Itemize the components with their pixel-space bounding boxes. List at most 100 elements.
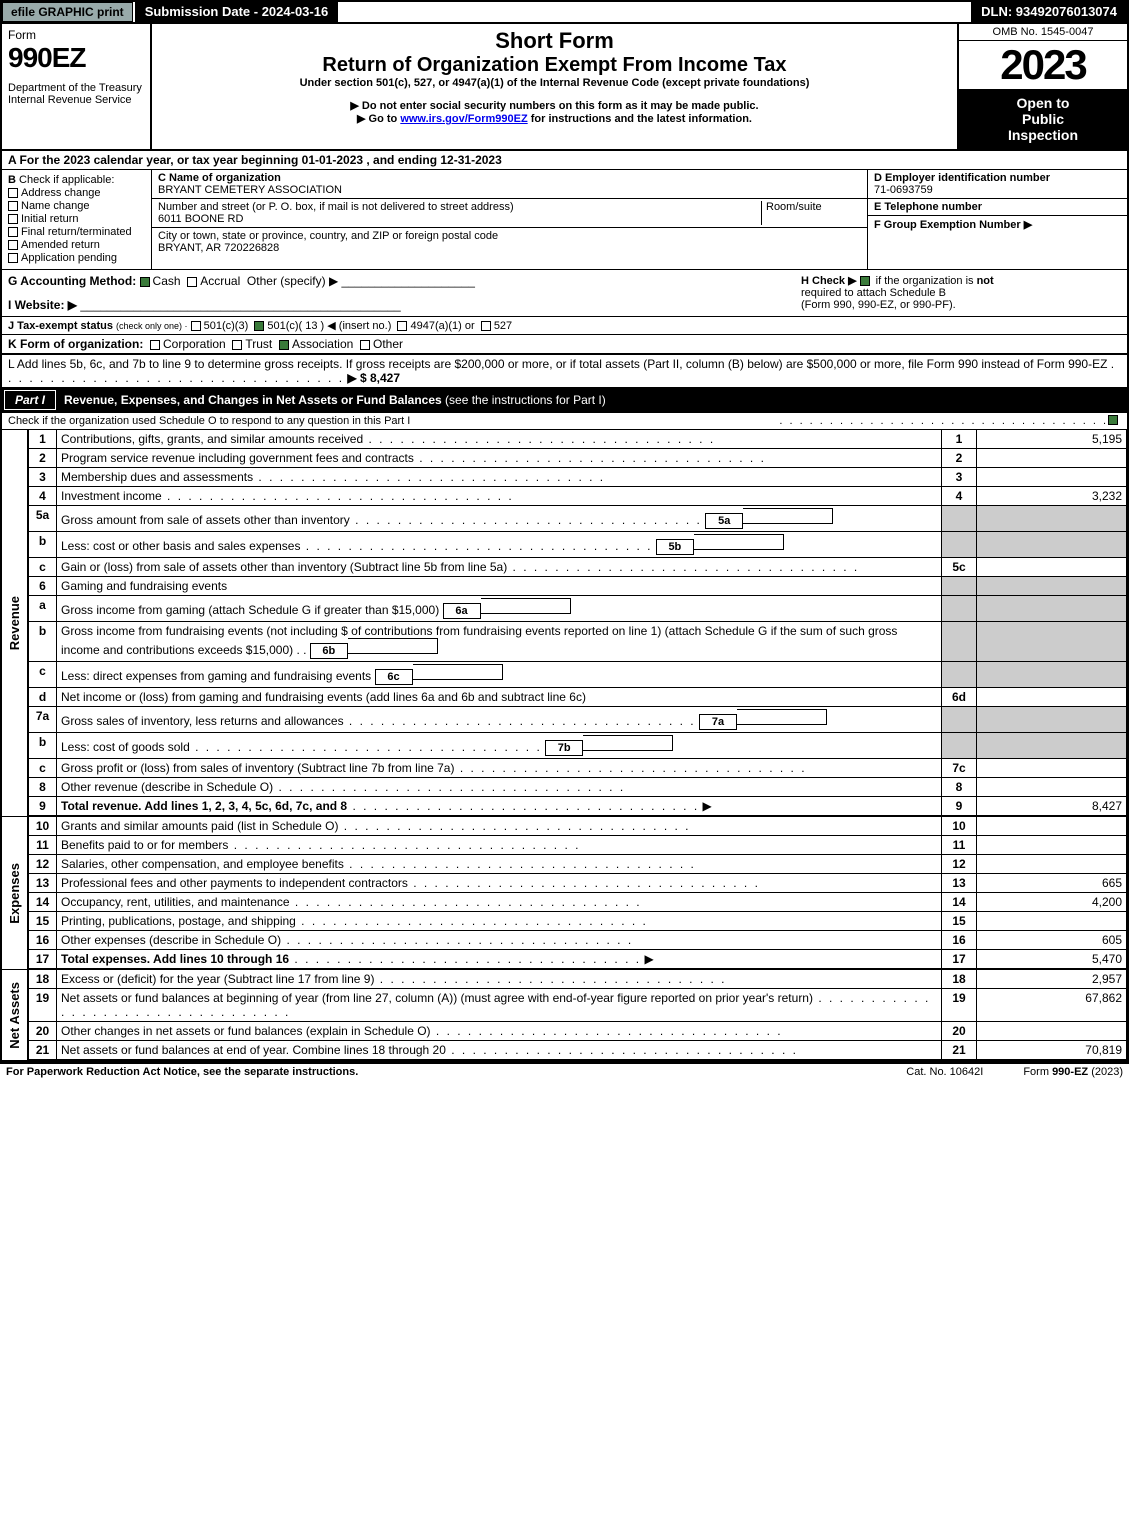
footer-form-num: 990-EZ [1052,1066,1088,1078]
chk-schedule-o[interactable] [1108,415,1118,425]
ln21-desc: Net assets or fund balances at end of ye… [61,1043,446,1057]
ln13-num: 13 [29,874,57,893]
ln11-desc: Benefits paid to or for members [61,838,228,852]
ln6d-amt [977,688,1127,707]
part1-sub: Check if the organization used Schedule … [2,413,1127,429]
ln5a-num: 5a [29,506,57,532]
revenue-table: 1Contributions, gifts, grants, and simil… [28,429,1127,816]
ln11-amt [977,836,1127,855]
ln1-amt: 5,195 [977,430,1127,449]
chk-cash[interactable] [140,277,150,287]
ln7a-innerval [737,709,827,725]
chk-association[interactable] [279,340,289,350]
ein-value: 71-0693759 [874,184,1121,196]
efile-print-btn[interactable]: efile GRAPHIC print [2,2,133,22]
ln5b-inner: 5b [656,539,694,555]
b-check: Check if applicable: [19,174,114,186]
submission-date: Submission Date - 2024-03-16 [135,2,339,22]
omb-number: OMB No. 1545-0047 [959,24,1127,41]
e-label: E Telephone number [874,201,1121,213]
ln2-desc: Program service revenue including govern… [61,451,414,465]
irs-link[interactable]: www.irs.gov/Form990EZ [400,113,527,125]
ln3-s: 3 [942,468,977,487]
room-suite-label: Room/suite [761,201,861,225]
ln15-amt [977,912,1127,931]
ln6c-desc: Less: direct expenses from gaming and fu… [61,669,371,683]
ln8-desc: Other revenue (describe in Schedule O) [61,780,273,794]
ln7c-desc: Gross profit or (loss) from sales of inv… [61,761,454,775]
ln7c-amt [977,759,1127,778]
ln5c-amt [977,558,1127,577]
d-label: D Employer identification number [874,172,1121,184]
h-txt1: H Check ▶ [801,275,857,287]
org-name: BRYANT CEMETERY ASSOCIATION [158,184,861,196]
ln7b-desc: Less: cost of goods sold [61,740,190,754]
chk-4947[interactable] [397,321,407,331]
chk-address-change[interactable] [8,188,18,198]
k-pre: K Form of organization: [8,337,143,351]
ln2-num: 2 [29,449,57,468]
col-def: D Employer identification number 71-0693… [867,170,1127,269]
ln11-num: 11 [29,836,57,855]
ln8-amt [977,778,1127,797]
ln5b-innerval [694,534,784,550]
ln5b-desc: Less: cost or other basis and sales expe… [61,539,300,553]
chk-initial-return[interactable] [8,214,18,224]
chk-527[interactable] [481,321,491,331]
footer-form-pre: Form [1023,1066,1052,1078]
footer-cat: Cat. No. 10642I [906,1066,983,1078]
netassets-table: 18Excess or (deficit) for the year (Subt… [28,969,1127,1060]
ln8-s: 8 [942,778,977,797]
ln17-s: 17 [942,950,977,969]
ln14-amt: 4,200 [977,893,1127,912]
ln13-s: 13 [942,874,977,893]
chk-amended-return[interactable] [8,240,18,250]
under-section: Under section 501(c), 527, or 4947(a)(1)… [160,77,949,89]
ln9-desc: Total revenue. Add lines 1, 2, 3, 4, 5c,… [61,799,347,813]
ln20-s: 20 [942,1022,977,1041]
ln17-desc: Total expenses. Add lines 10 through 16 [61,952,289,966]
ln12-num: 12 [29,855,57,874]
part1-note: (see the instructions for Part I) [445,393,606,407]
chk-other-org[interactable] [360,340,370,350]
chk-trust[interactable] [232,340,242,350]
revenue-section: Revenue 1Contributions, gifts, grants, a… [2,429,1127,816]
chk-501c[interactable] [254,321,264,331]
main-title: Return of Organization Exempt From Incom… [160,54,949,77]
chk-name-change[interactable] [8,201,18,211]
ln6d-num: d [29,688,57,707]
g-cash: Cash [153,274,181,288]
chk-corporation[interactable] [150,340,160,350]
col-b: B Check if applicable: Address change Na… [2,170,152,269]
ln6b-desc: Gross income from fundraising events (no… [61,624,897,657]
chk-final-return[interactable] [8,227,18,237]
chk-501c3[interactable] [191,321,201,331]
footer-left: For Paperwork Reduction Act Notice, see … [6,1066,358,1078]
ln7a-desc: Gross sales of inventory, less returns a… [61,714,344,728]
ln14-s: 14 [942,893,977,912]
ln5c-num: c [29,558,57,577]
ln2-s: 2 [942,449,977,468]
ln2-amt [977,449,1127,468]
org-city: BRYANT, AR 720226828 [158,242,861,254]
b-item-2: Initial return [21,213,78,225]
j-pre: J Tax-exempt status [8,320,116,332]
form-number: 990EZ [8,42,144,74]
part1-title-text: Revenue, Expenses, and Changes in Net As… [64,393,442,407]
ln11-s: 11 [942,836,977,855]
footer-form: Form 990-EZ (2023) [1023,1066,1123,1078]
ln6c-inner: 6c [375,669,413,685]
k-o4: Other [373,337,403,351]
h-box: H Check ▶ if the organization is not req… [801,274,1121,312]
ln7b-innerval [583,735,673,751]
ln5a-greyamt [977,506,1127,532]
chk-application-pending[interactable] [8,253,18,263]
ln6-desc: Gaming and fundraising events [61,579,227,593]
ln7b-num: b [29,733,57,759]
chk-accrual[interactable] [187,277,197,287]
ln14-desc: Occupancy, rent, utilities, and maintena… [61,895,290,909]
ln16-s: 16 [942,931,977,950]
ln19-desc: Net assets or fund balances at beginning… [61,991,813,1005]
ln15-num: 15 [29,912,57,931]
chk-schedule-b[interactable] [860,276,870,286]
